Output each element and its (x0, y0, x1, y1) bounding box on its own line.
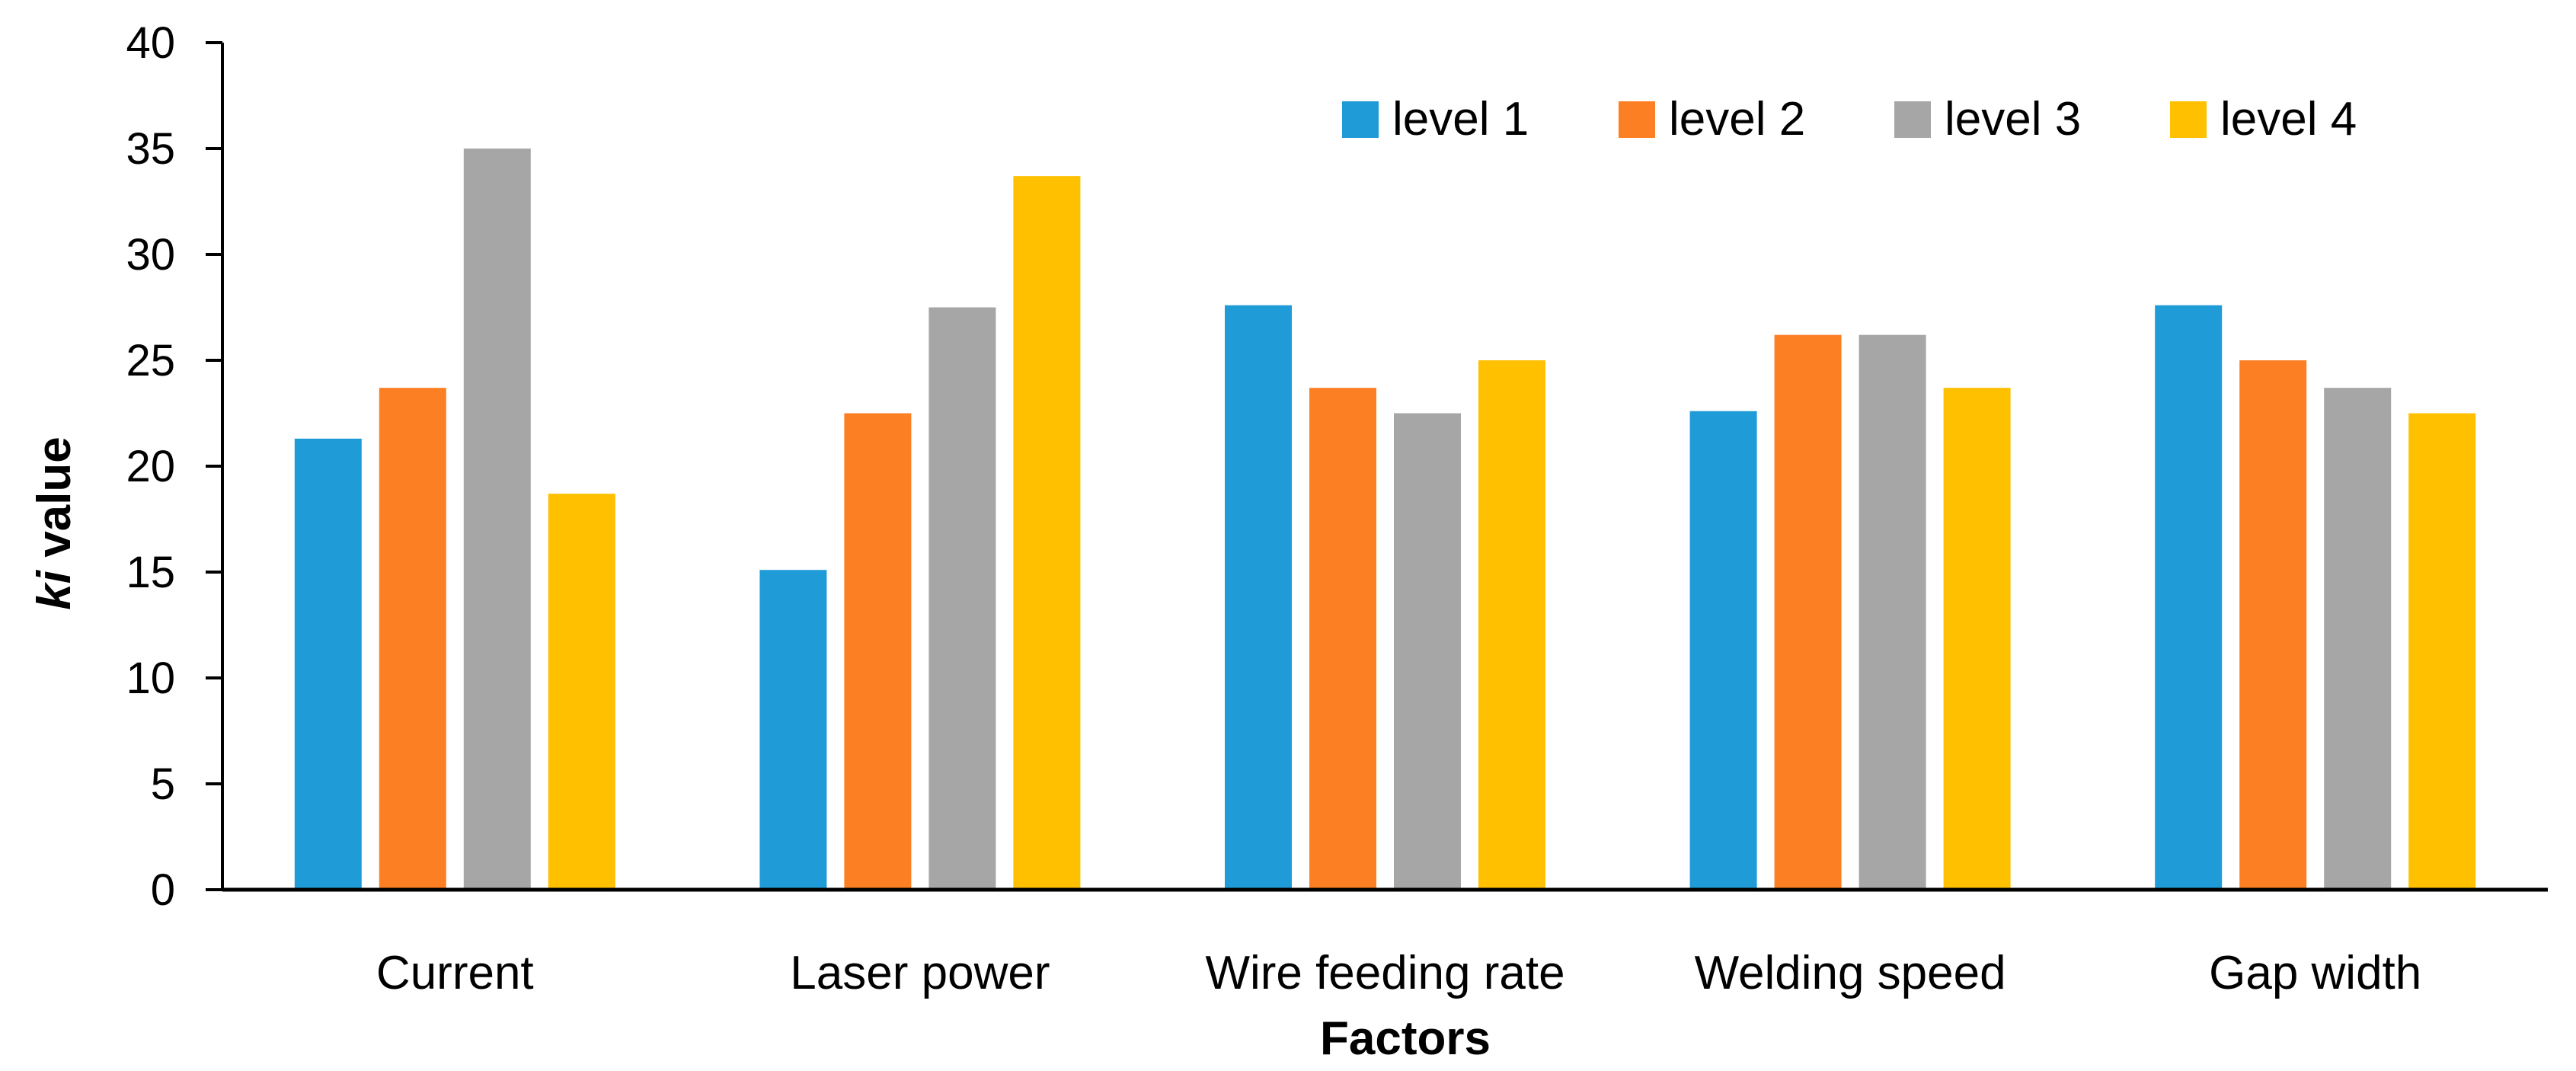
y-tick-label: 10 (126, 654, 175, 703)
legend-label-level-3: level 3 (1945, 93, 2081, 145)
bar-level-3-wire-feeding-rate (1394, 413, 1461, 890)
bar-level-3-laser-power (928, 307, 996, 890)
bar-level-1-wire-feeding-rate (1225, 305, 1292, 890)
bar-level-1-current (294, 438, 362, 890)
legend-label-level-4: level 4 (2220, 93, 2357, 145)
x-category-label: Laser power (790, 947, 1050, 999)
y-axis: 0 5 10 15 20 25 30 35 40 (126, 18, 224, 915)
legend-swatch-level-3 (1894, 101, 1931, 138)
legend-label-level-1: level 1 (1392, 93, 1529, 145)
bar-level-3-gap-width (2324, 388, 2392, 890)
legend-swatch-level-2 (1619, 101, 1655, 138)
x-category-label: Wire feeding rate (1205, 947, 1564, 999)
bar-level-4-laser-power (1013, 176, 1081, 890)
y-axis-title-rest: value (28, 436, 81, 571)
bars (294, 149, 2476, 890)
bar-level-1-laser-power (759, 570, 827, 890)
bar-level-4-welding-speed (1943, 388, 2011, 890)
bar-level-2-laser-power (844, 413, 912, 890)
y-tick-label: 0 (151, 865, 175, 915)
bar-level-2-gap-width (2239, 360, 2307, 890)
y-tick-label: 25 (126, 336, 175, 385)
legend: level 1 level 2 level 3 level 4 (1342, 93, 2357, 145)
bar-level-4-current (548, 494, 615, 890)
bar-level-2-welding-speed (1774, 334, 1842, 890)
x-category-label: Welding speed (1695, 947, 2006, 999)
bar-level-3-welding-speed (1858, 334, 1926, 890)
y-tick-label: 5 (151, 759, 175, 809)
bar-level-2-wire-feeding-rate (1309, 388, 1376, 890)
bar-level-4-wire-feeding-rate (1478, 360, 1545, 890)
y-tick-label: 30 (126, 230, 175, 280)
legend-swatch-level-4 (2170, 101, 2207, 138)
legend-label-level-2: level 2 (1669, 93, 1805, 145)
bar-level-3-current (463, 149, 531, 890)
y-axis-title-italic: ki (28, 569, 81, 609)
x-category-label: Gap width (2209, 947, 2421, 999)
y-tick-label: 35 (126, 124, 175, 174)
x-axis-title: Factors (1320, 1012, 1491, 1065)
y-tick-label: 40 (126, 18, 175, 68)
x-axis: Current Laser power Wire feeding rate Weldi… (222, 887, 2548, 999)
bar-level-1-welding-speed (1689, 411, 1757, 890)
y-axis-title: ki value (28, 436, 81, 610)
bar-level-2-current (379, 388, 446, 890)
y-tick-label: 15 (126, 548, 175, 597)
y-tick-label: 20 (126, 442, 175, 491)
bar-level-4-gap-width (2408, 413, 2476, 890)
x-category-label: Current (376, 947, 534, 999)
legend-swatch-level-1 (1342, 101, 1379, 138)
bar-level-1-gap-width (2155, 305, 2223, 890)
